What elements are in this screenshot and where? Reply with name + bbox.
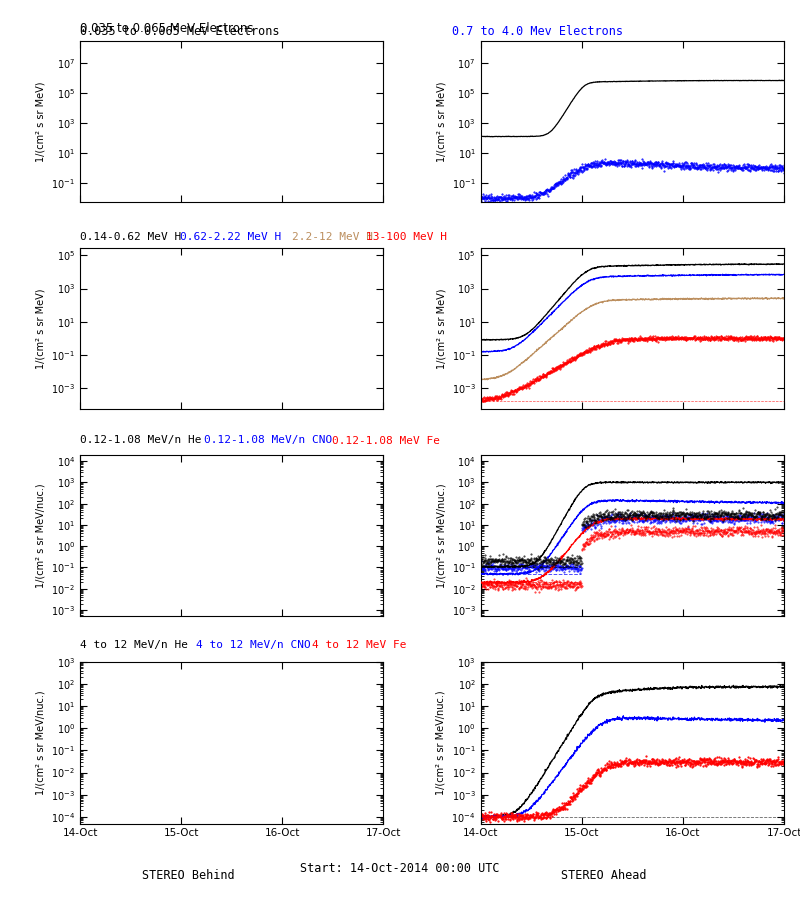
Y-axis label: 1/(cm² s sr MeV/nuc.): 1/(cm² s sr MeV/nuc.) bbox=[35, 483, 46, 588]
Text: 0.14-0.62 MeV H: 0.14-0.62 MeV H bbox=[80, 232, 182, 242]
Y-axis label: 1/(cm² s sr MeV/nuc.): 1/(cm² s sr MeV/nuc.) bbox=[436, 690, 446, 795]
Text: 0.12-1.08 MeV Fe: 0.12-1.08 MeV Fe bbox=[332, 436, 440, 446]
Text: 4 to 12 MeV/n He: 4 to 12 MeV/n He bbox=[80, 640, 188, 650]
Text: 0.7 to 4.0 Mev Electrons: 0.7 to 4.0 Mev Electrons bbox=[452, 25, 623, 38]
Y-axis label: 1/(cm² s sr MeV/nuc.): 1/(cm² s sr MeV/nuc.) bbox=[436, 483, 446, 588]
Text: 4 to 12 MeV/n CNO: 4 to 12 MeV/n CNO bbox=[196, 640, 310, 650]
Y-axis label: 1/(cm² s sr MeV/nuc.): 1/(cm² s sr MeV/nuc.) bbox=[35, 690, 46, 795]
Text: 0.035 to 0.065 MeV Electrons: 0.035 to 0.065 MeV Electrons bbox=[80, 25, 279, 38]
Text: 0.035 to 0.065 MeV Electrons: 0.035 to 0.065 MeV Electrons bbox=[80, 22, 254, 35]
Y-axis label: 1/(cm² s sr MeV): 1/(cm² s sr MeV) bbox=[436, 81, 446, 162]
Text: 2.2-12 MeV H: 2.2-12 MeV H bbox=[292, 232, 373, 242]
Text: 0.12-1.08 MeV/n CNO: 0.12-1.08 MeV/n CNO bbox=[204, 436, 332, 446]
Text: STEREO Ahead: STEREO Ahead bbox=[562, 869, 646, 882]
Y-axis label: 1/(cm² s sr MeV): 1/(cm² s sr MeV) bbox=[436, 288, 446, 369]
Text: STEREO Behind: STEREO Behind bbox=[142, 869, 234, 882]
Text: Start: 14-Oct-2014 00:00 UTC: Start: 14-Oct-2014 00:00 UTC bbox=[300, 862, 500, 875]
Text: 13-100 MeV H: 13-100 MeV H bbox=[366, 232, 447, 242]
Text: 0.62-2.22 MeV H: 0.62-2.22 MeV H bbox=[180, 232, 282, 242]
Y-axis label: 1/(cm² s sr MeV): 1/(cm² s sr MeV) bbox=[35, 288, 46, 369]
Text: 4 to 12 MeV Fe: 4 to 12 MeV Fe bbox=[312, 640, 406, 650]
Y-axis label: 1/(cm² s sr MeV): 1/(cm² s sr MeV) bbox=[36, 81, 46, 162]
Text: 0.12-1.08 MeV/n He: 0.12-1.08 MeV/n He bbox=[80, 436, 202, 446]
